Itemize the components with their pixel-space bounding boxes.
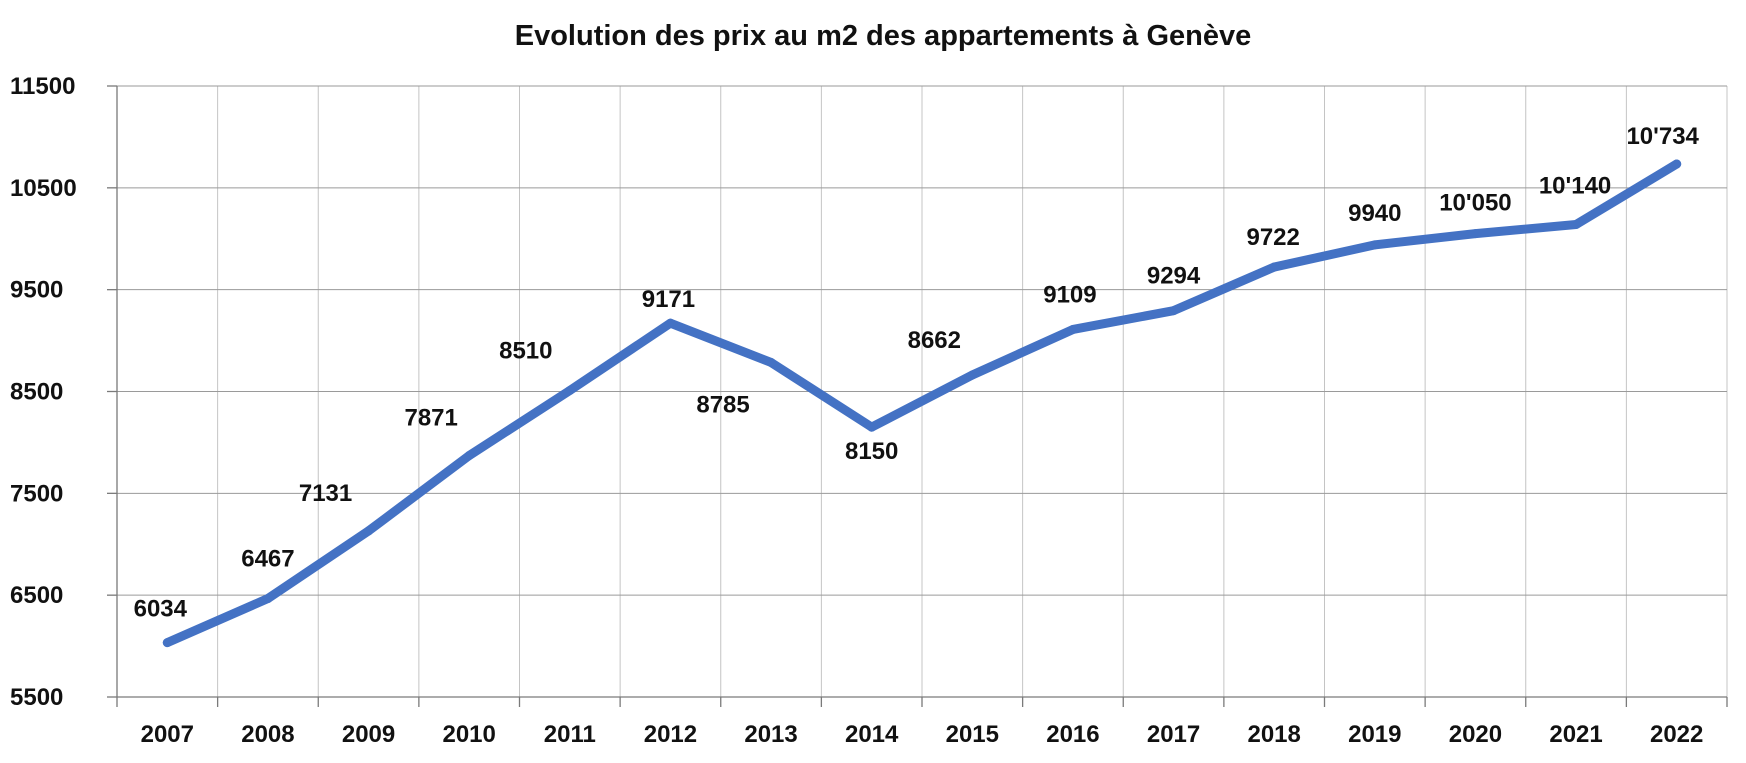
data-point: [263, 594, 273, 604]
data-point: [1672, 159, 1682, 169]
x-tick-label: 2018: [1247, 721, 1300, 748]
data-point: [464, 451, 474, 461]
axes: [107, 85, 1728, 707]
data-point: [364, 526, 374, 536]
data-label: 9940: [1348, 200, 1401, 227]
data-point: [1470, 229, 1480, 239]
data-label: 10'140: [1539, 172, 1611, 199]
data-label: 9722: [1246, 224, 1299, 251]
data-point: [1068, 324, 1078, 334]
data-label: 10'734: [1626, 123, 1699, 150]
x-tick-label: 2011: [544, 721, 596, 748]
x-tick-label: 2007: [141, 721, 194, 748]
x-tick-label: 2017: [1147, 721, 1200, 748]
series-line: [162, 159, 1682, 648]
data-label: 9294: [1147, 263, 1201, 290]
x-tick-label: 2016: [1046, 721, 1099, 748]
data-label: 8150: [845, 438, 898, 465]
data-point: [766, 357, 776, 367]
y-tick-label: 9500: [10, 277, 63, 304]
data-label: 6034: [134, 596, 188, 623]
x-tick-label: 2019: [1348, 721, 1401, 748]
y-tick-label: 5500: [10, 684, 63, 711]
y-tick-label: 10500: [10, 175, 77, 202]
data-label: 9171: [642, 286, 695, 313]
data-point: [1269, 262, 1279, 272]
x-tick-label: 2008: [241, 721, 294, 748]
data-label: 7131: [299, 480, 352, 507]
data-point: [665, 318, 675, 328]
y-axis-tick-labels: 5500 6500 7500 8500 9500 10500 11500: [10, 73, 77, 711]
x-axis-tick-labels: 2007 2008 2009 2010 2011 2012 2013 2014 2015 2016…: [141, 721, 1704, 748]
x-tick-label: 2012: [644, 721, 697, 748]
y-tick-label: 11500: [10, 73, 75, 100]
x-tick-label: 2021: [1549, 721, 1602, 748]
data-label: 6467: [241, 546, 294, 573]
x-tick-label: 2013: [744, 721, 797, 748]
x-tick-label: 2014: [845, 721, 899, 748]
chart-title: Evolution des prix au m2 des appartement…: [515, 20, 1252, 52]
data-label: 7871: [404, 405, 457, 432]
data-labels: 6034 6467 7131 7871 8510 9171 8785 8150 8662 9109…: [134, 123, 1700, 623]
x-tick-label: 2010: [442, 721, 495, 748]
data-point: [162, 638, 172, 648]
x-tick-label: 2009: [342, 721, 395, 748]
data-label: 8510: [499, 337, 552, 364]
data-point: [1571, 219, 1581, 229]
x-tick-label: 2022: [1650, 721, 1703, 748]
y-tick-label: 7500: [10, 480, 63, 507]
gridlines: [117, 85, 1728, 698]
data-label: 8785: [696, 391, 749, 418]
data-label: 10'050: [1439, 190, 1511, 217]
data-point: [867, 422, 877, 432]
data-point: [565, 385, 575, 395]
data-point: [1169, 306, 1179, 316]
data-point: [967, 370, 977, 380]
x-tick-label: 2015: [946, 721, 999, 748]
data-point: [1370, 240, 1380, 250]
y-tick-label: 6500: [10, 582, 63, 609]
y-tick-label: 8500: [10, 379, 63, 406]
x-tick-label: 2020: [1449, 721, 1502, 748]
data-label: 9109: [1043, 281, 1096, 308]
series-line-group: [162, 159, 1682, 648]
data-label: 8662: [908, 327, 961, 354]
